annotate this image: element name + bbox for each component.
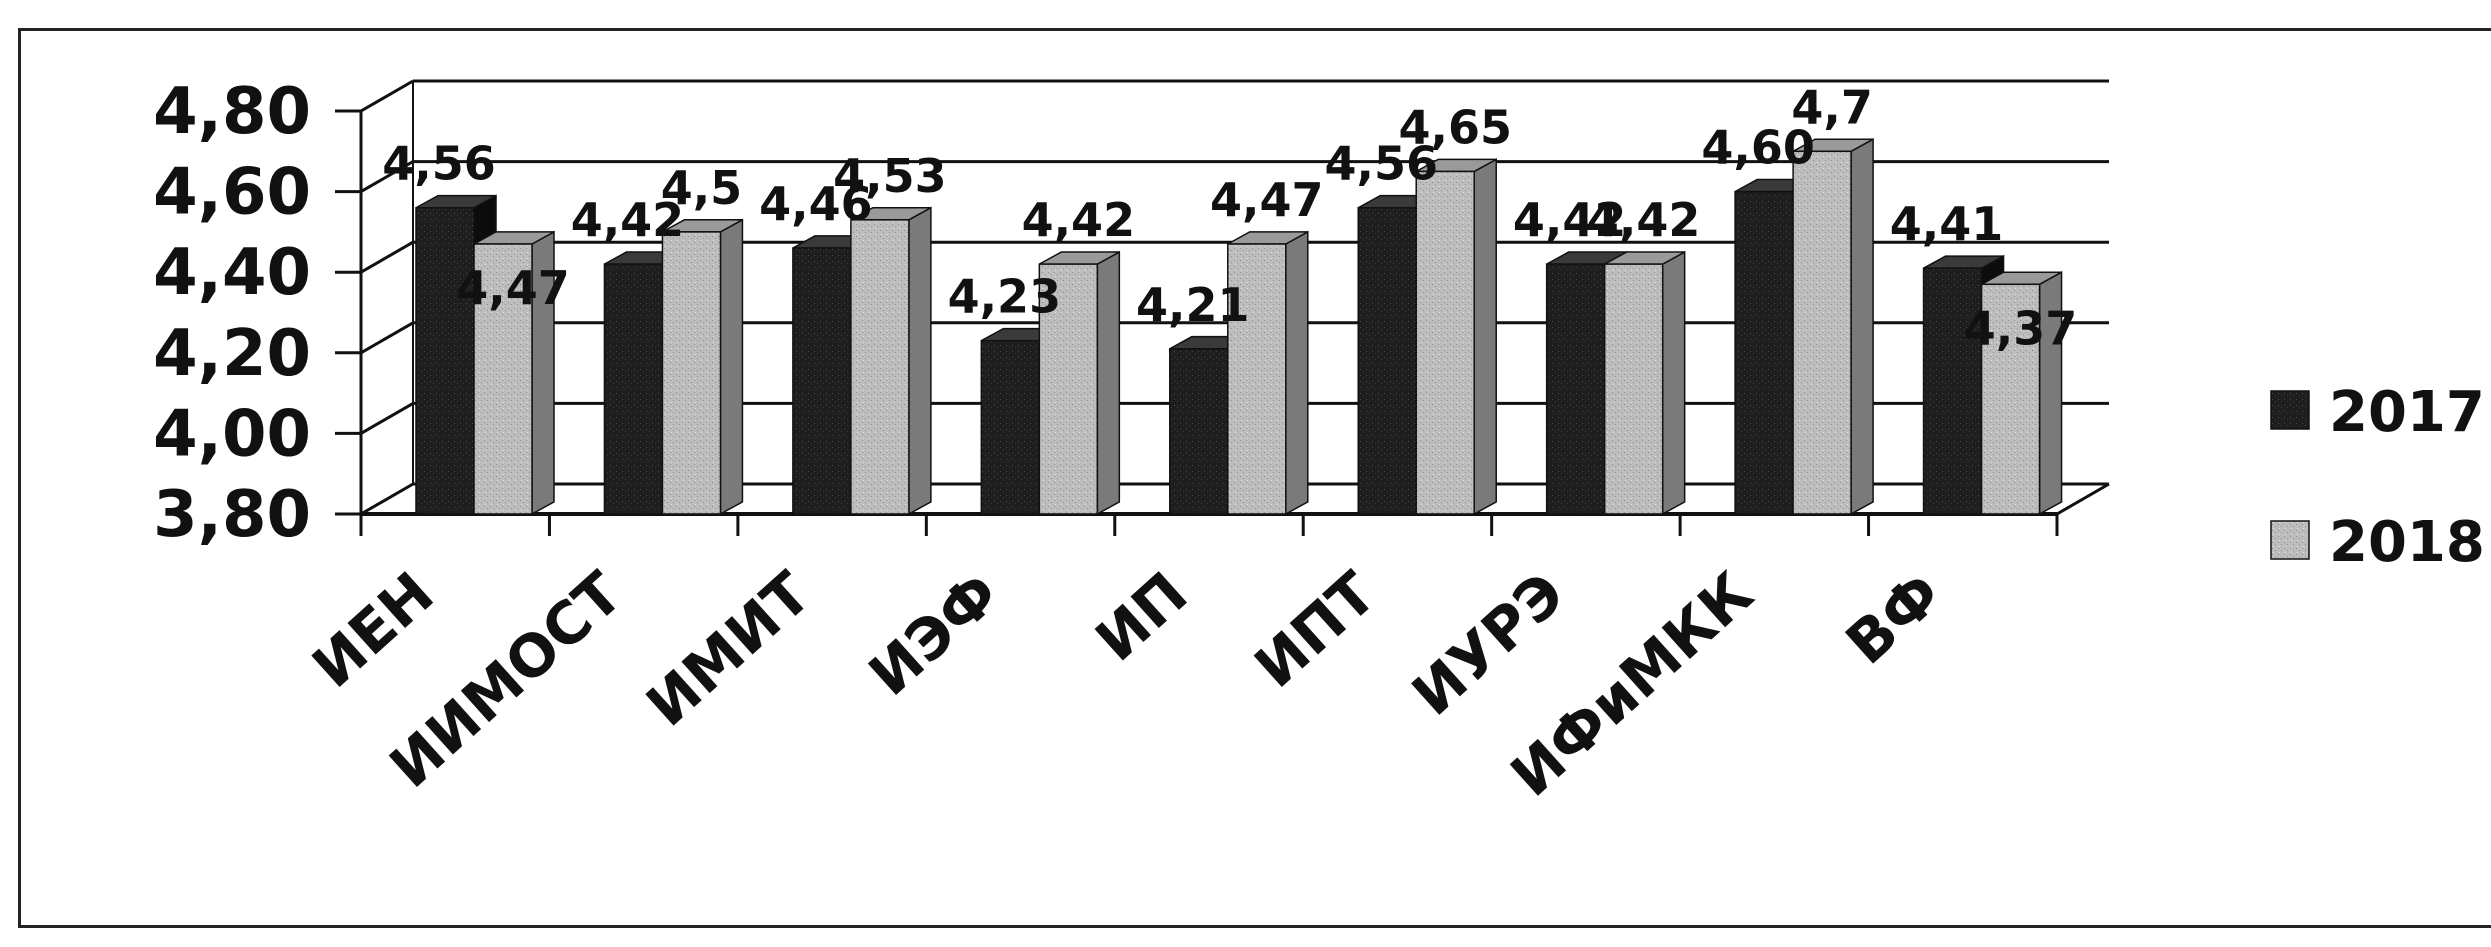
chart-frame: 3,80 4,00 4,20 4,40 4,60 4,80 ИЕН ИИМОСТ ИМИТ ИЭФ… xyxy=(18,28,2491,928)
bar-2018 xyxy=(1038,263,1099,515)
y-tick-label: 4,60 xyxy=(153,156,311,230)
floor-edge xyxy=(2056,482,2110,516)
bar-2017 xyxy=(1169,348,1229,515)
bar-side-2018 xyxy=(719,218,744,516)
bar-side-2018 xyxy=(1096,250,1121,516)
bar-2018 xyxy=(1980,283,2041,515)
gridline-diag xyxy=(360,79,414,113)
data-label-2018: 4,42 xyxy=(1587,193,1701,247)
bar-2018 xyxy=(1603,263,1664,515)
data-label-2017: 4,42 xyxy=(571,193,685,247)
data-label-2018: 4,7 xyxy=(1791,80,1873,134)
y-tick-label: 4,80 xyxy=(153,75,311,149)
data-label-2017: 4,41 xyxy=(1890,197,2004,251)
x-category-label: ИЭФ xyxy=(856,559,1012,709)
bar-2018 xyxy=(661,231,722,515)
data-label-2017: 4,56 xyxy=(1324,137,1438,191)
data-label-2017: 4,60 xyxy=(1701,121,1815,175)
bar-2017 xyxy=(1357,206,1417,515)
bar-2018 xyxy=(473,243,533,515)
data-label-2018: 4,42 xyxy=(1022,193,1136,247)
x-category-label: ИЕН xyxy=(299,559,446,701)
bar-side-2018 xyxy=(1661,250,1686,516)
gridline-diag xyxy=(360,240,414,274)
data-label-2017: 4,46 xyxy=(759,177,873,231)
bar-2017 xyxy=(415,206,475,515)
data-label-2018: 4,47 xyxy=(456,261,570,315)
legend-swatch-2018 xyxy=(2270,520,2310,560)
data-label-2018: 4,65 xyxy=(1398,100,1512,154)
y-tick-label: 3,80 xyxy=(153,478,311,552)
legend: 2017 2018 xyxy=(2270,380,2485,575)
y-tick-label: 4,40 xyxy=(153,236,311,310)
gridline-diag xyxy=(360,160,414,193)
legend-label-2018: 2018 xyxy=(2329,510,2485,575)
gridline-diag xyxy=(360,482,414,516)
data-label-2017: 4,23 xyxy=(948,270,1062,324)
bar-2017 xyxy=(1545,263,1606,515)
bar-2017 xyxy=(792,247,852,515)
data-label-2018: 4,5 xyxy=(661,161,743,215)
x-category-label: ИМИТ xyxy=(634,559,824,740)
data-label-2017: 4,56 xyxy=(382,137,496,191)
bar-2017 xyxy=(603,263,664,515)
bar-2018 xyxy=(850,219,910,515)
y-tick-label: 4,00 xyxy=(153,397,311,471)
data-label-2018: 4,37 xyxy=(1964,301,2078,355)
bar-2017 xyxy=(1734,190,1794,515)
data-label-2018: 4,53 xyxy=(833,149,947,203)
bars-layer xyxy=(415,137,2063,516)
bar-side-2018 xyxy=(1285,230,1309,516)
bar-2017 xyxy=(1922,267,1983,515)
y-tick-label: 4,20 xyxy=(153,317,311,391)
bar-2018 xyxy=(1227,243,1287,515)
data-label-2017: 4,42 xyxy=(1513,193,1627,247)
bar-side-2018 xyxy=(908,206,932,516)
legend-label-2017: 2017 xyxy=(2329,380,2485,445)
legend-swatch-2017 xyxy=(2270,390,2310,430)
bar-2018 xyxy=(1792,150,1852,515)
data-labels-layer: 4,564,474,424,5 4,464,534,234,424,214,474… xyxy=(382,80,2077,355)
x-category-label: ИУРЭ xyxy=(1399,559,1577,729)
data-label-2017: 4,21 xyxy=(1136,278,1250,332)
data-label-2018: 4,47 xyxy=(1210,173,1324,227)
bar-side-2018 xyxy=(1850,137,1874,516)
x-category-label: ВФ xyxy=(1833,559,1954,678)
bar-2017 xyxy=(980,339,1041,515)
gridline-diag xyxy=(360,402,414,435)
bar-side-2018 xyxy=(1473,158,1497,516)
x-category-label: ИПТ xyxy=(1242,559,1389,701)
bar-2018 xyxy=(1415,170,1475,515)
gridline-diag xyxy=(360,321,414,355)
x-category-label: ИП xyxy=(1083,559,1201,675)
